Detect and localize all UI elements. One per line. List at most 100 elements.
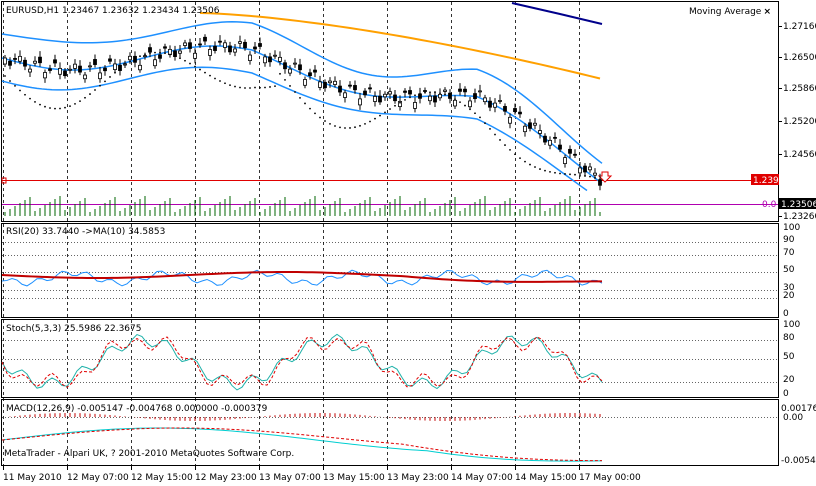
candle-body bbox=[498, 100, 502, 102]
parabolic-sar-dot bbox=[569, 173, 571, 176]
parabolic-sar-dot bbox=[224, 82, 226, 85]
parabolic-sar-dot bbox=[554, 171, 556, 174]
parabolic-sar-dot bbox=[134, 57, 136, 60]
time-label: 11 May 2010 bbox=[3, 473, 62, 483]
candle-body bbox=[303, 79, 307, 86]
macd-level: 0.00 bbox=[783, 413, 803, 423]
time-label: 13 May 07:00 bbox=[259, 473, 321, 483]
parabolic-sar-dot bbox=[469, 108, 471, 111]
candle-body bbox=[453, 99, 457, 107]
candle-body bbox=[278, 56, 282, 62]
indicator-label-box[interactable]: Moving Average × bbox=[683, 4, 777, 20]
parabolic-sar-dot bbox=[44, 105, 46, 108]
candle-body bbox=[368, 87, 372, 90]
candle-body bbox=[88, 65, 92, 68]
parabolic-sar-dot bbox=[489, 128, 491, 130]
parabolic-sar-dot bbox=[159, 51, 161, 54]
candle-body bbox=[398, 100, 402, 108]
parabolic-sar-dot bbox=[269, 86, 271, 88]
parabolic-sar-dot bbox=[99, 84, 101, 87]
candle-body bbox=[43, 72, 47, 79]
time-label: 13 May 23:00 bbox=[387, 473, 449, 483]
parabolic-sar-dot bbox=[164, 52, 166, 55]
parabolic-sar-dot bbox=[529, 163, 531, 166]
candle-body bbox=[38, 56, 42, 64]
candle-body bbox=[28, 68, 32, 73]
parabolic-sar-dot bbox=[519, 157, 521, 160]
parabolic-sar-dot bbox=[244, 87, 246, 89]
parabolic-sar-dot bbox=[414, 94, 416, 97]
candle-body bbox=[518, 111, 522, 115]
price-label: 1.23260 bbox=[783, 212, 816, 222]
parabolic-sar-dot bbox=[329, 122, 331, 125]
price-label: 1.26500 bbox=[783, 53, 816, 63]
candle-body bbox=[543, 135, 547, 143]
candle-body bbox=[358, 98, 362, 106]
candle-body bbox=[213, 45, 217, 51]
rsi-level: 70 bbox=[783, 248, 795, 258]
parabolic-sar-dot bbox=[239, 86, 241, 89]
candle-body bbox=[388, 91, 392, 95]
parabolic-sar-dot bbox=[34, 101, 36, 103]
candle-body bbox=[393, 94, 397, 102]
candle-body bbox=[113, 63, 117, 71]
macd-signal-line bbox=[1, 427, 603, 462]
parabolic-sar-dot bbox=[124, 63, 126, 66]
time-axis: 11 May 2010 12 May 07:00 12 May 15:00 12… bbox=[3, 473, 641, 483]
candle-body bbox=[313, 69, 317, 73]
candle-body bbox=[163, 46, 167, 49]
candle-body bbox=[48, 68, 52, 71]
candle-body bbox=[23, 59, 27, 67]
parabolic-sar-dot bbox=[189, 62, 191, 65]
candle-body bbox=[333, 80, 337, 85]
candle-body bbox=[263, 56, 267, 64]
parabolic-sar-dot bbox=[254, 86, 256, 89]
parabolic-sar-dot bbox=[219, 80, 221, 82]
macd-panel[interactable] bbox=[1, 399, 779, 466]
stoch-main-line bbox=[1, 333, 603, 391]
candle-body bbox=[33, 60, 37, 64]
candle-body bbox=[78, 65, 82, 73]
parabolic-sar-dot bbox=[359, 124, 361, 127]
parabolic-sar-dot bbox=[394, 104, 396, 107]
parabolic-sar-dot bbox=[474, 112, 476, 115]
candle-body bbox=[193, 52, 197, 59]
parabolic-sar-dot bbox=[104, 80, 106, 83]
candle-body bbox=[318, 81, 322, 88]
parabolic-sar-dot bbox=[29, 97, 31, 100]
candle-body bbox=[203, 36, 207, 42]
parabolic-sar-dot bbox=[504, 144, 506, 146]
parabolic-sar-dot bbox=[129, 60, 131, 63]
main-price-panel[interactable] bbox=[1, 1, 779, 222]
time-label: 17 May 00:00 bbox=[579, 473, 641, 483]
candle-body bbox=[148, 47, 152, 53]
candle-body bbox=[268, 56, 272, 63]
parabolic-sar-dot bbox=[354, 126, 356, 129]
candle-body bbox=[553, 136, 557, 139]
stoch-header: Stoch(5,3,3) 25.5986 22.3675 bbox=[6, 324, 141, 334]
candle-body bbox=[238, 41, 242, 44]
red-level-price-text: 1.23989 bbox=[753, 176, 790, 186]
candle-body bbox=[103, 67, 107, 72]
stoch-panel[interactable] bbox=[1, 319, 779, 398]
candle-body bbox=[433, 95, 437, 103]
candle-body bbox=[233, 48, 237, 53]
candle-body bbox=[108, 58, 112, 62]
parabolic-sar-dot bbox=[399, 101, 401, 104]
parabolic-sar-dot bbox=[184, 59, 186, 62]
stoch-axis: 100 80 50 20 0 bbox=[783, 320, 800, 399]
parabolic-sar-dot bbox=[214, 77, 216, 80]
parabolic-sar-dot bbox=[404, 98, 406, 101]
parabolic-sar-dot bbox=[49, 107, 51, 109]
close-icon[interactable]: × bbox=[763, 7, 771, 17]
parabolic-sar-dot bbox=[94, 89, 96, 91]
parabolic-sar-dot bbox=[249, 87, 251, 89]
rsi-level: 50 bbox=[783, 265, 795, 275]
rsi-panel[interactable] bbox=[1, 223, 779, 318]
parabolic-sar-dot bbox=[439, 92, 441, 95]
parabolic-sar-dot bbox=[544, 169, 546, 172]
parabolic-sar-dot bbox=[114, 71, 116, 74]
parabolic-sar-dot bbox=[109, 76, 111, 78]
candle-body bbox=[308, 72, 312, 77]
